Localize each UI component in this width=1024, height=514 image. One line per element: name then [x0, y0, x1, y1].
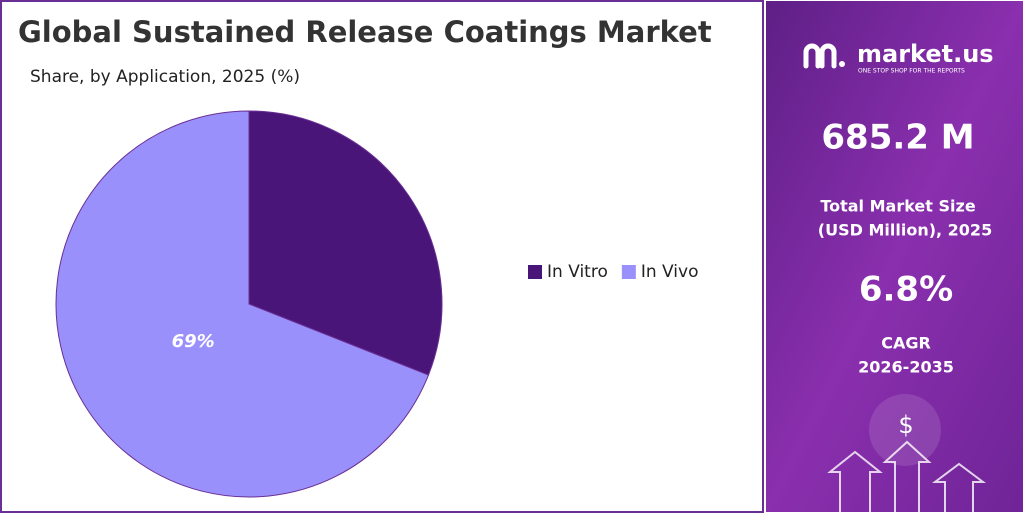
side-panel: [766, 1, 1023, 512]
market-size-label: (USD Million), 2025: [818, 221, 992, 240]
growth-arrows: [827, 440, 986, 512]
pie-slice: [248, 110, 443, 376]
brand-logo: [803, 43, 845, 69]
pie-slice: [55, 110, 430, 498]
cagr-label: CAGR: [881, 334, 931, 353]
brand-name: market.us: [857, 40, 994, 68]
legend-swatch: [528, 265, 542, 279]
cagr-value: 6.8%: [859, 270, 953, 310]
chart-subtitle: Share, by Application, 2025 (%): [30, 67, 300, 87]
legend-label: In Vivo: [641, 262, 699, 282]
market-size-value: 685.2 M: [821, 118, 974, 158]
dollar-icon: $: [898, 411, 913, 439]
icon-circle: [869, 394, 941, 466]
data-label: 69%: [172, 331, 215, 352]
chart-title: Global Sustained Release Coatings Market: [18, 15, 712, 49]
market-size-label: Total Market Size: [820, 197, 975, 216]
legend-swatch: [621, 265, 636, 279]
brand-tagline: ONE STOP SHOP FOR THE REPORTS: [858, 68, 965, 75]
legend-label: In Vitro: [547, 262, 608, 282]
cagr-label: 2026-2035: [858, 358, 954, 377]
